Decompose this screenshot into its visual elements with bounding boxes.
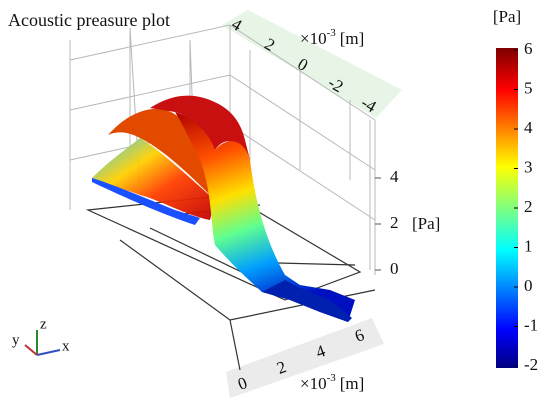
y-axis-unit: ×10-3 [m] xyxy=(300,27,364,48)
colorbar-tick-label: 3 xyxy=(524,157,533,176)
colorbar-tick-label: -1 xyxy=(524,315,538,334)
z-tick-label: 4 xyxy=(390,167,399,186)
colorbar-tick-label: 0 xyxy=(524,276,533,295)
x-axis-band xyxy=(226,318,384,398)
z-tick-label: 0 xyxy=(390,259,399,278)
colorbar-tick-label: 5 xyxy=(524,78,533,97)
x-axis-unit: ×10-3 [m] xyxy=(300,372,364,393)
unit-scale: ×10 xyxy=(300,374,327,393)
triad-y: y xyxy=(12,332,20,348)
axis-triad: z x y xyxy=(12,316,70,356)
unit-text: [m] xyxy=(340,374,365,393)
triad-z: z xyxy=(40,316,47,332)
surface xyxy=(92,95,355,322)
y-axis-band xyxy=(222,10,402,118)
title: Acoustic preasure plot xyxy=(8,10,170,30)
colorbar-unit: [Pa] xyxy=(493,7,521,26)
colorbar-tick-label: -2 xyxy=(524,355,538,374)
colorbar xyxy=(496,48,518,368)
unit-text: [m] xyxy=(340,29,365,48)
colorbar-tick-label: 1 xyxy=(524,236,533,255)
z-axis-unit: [Pa] xyxy=(412,214,440,233)
colorbar-tick-label: 2 xyxy=(524,197,533,216)
colorbar-tick-label: 6 xyxy=(524,39,533,58)
unit-exponent: -3 xyxy=(327,372,337,384)
unit-exponent: -3 xyxy=(327,27,337,39)
colorbar-tick-label: 4 xyxy=(524,118,533,137)
z-tick-label: 2 xyxy=(390,213,399,232)
unit-scale: ×10 xyxy=(300,29,327,48)
triad-x: x xyxy=(62,338,70,354)
